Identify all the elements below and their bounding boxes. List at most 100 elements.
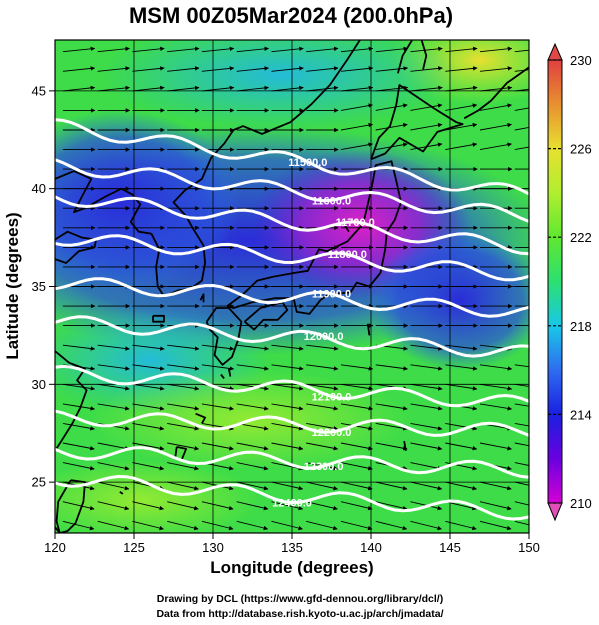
- wind-arrow: [201, 520, 234, 531]
- height-contours: 11500.0 11600.0 11700.0 11800.0 11900.0 12000…: [55, 118, 529, 521]
- wind-arrow: [132, 344, 165, 351]
- wind-arrow: [97, 383, 130, 391]
- wind-arrow: [514, 364, 529, 368]
- wind-arrow: [132, 66, 165, 72]
- wind-arrow: [306, 364, 339, 371]
- wind-arrow: [410, 520, 442, 531]
- wind-arrow: [340, 122, 373, 131]
- wind-arrow: [514, 501, 529, 506]
- contour-label: 12400.0: [272, 498, 312, 510]
- wind-arrow: [410, 481, 443, 491]
- wind-arrow: [271, 422, 304, 431]
- wind-arrow: [167, 462, 199, 471]
- wind-arrow: [410, 403, 443, 411]
- wind-arrow: [375, 481, 408, 491]
- coastline: [119, 491, 124, 495]
- wind-arrow: [306, 442, 339, 451]
- wind-arrow: [236, 46, 269, 53]
- wind-arrow: [62, 383, 96, 391]
- wind-arrow: [340, 481, 373, 491]
- wind-arrow: [479, 85, 513, 92]
- y-tick-label: 40: [32, 181, 46, 196]
- map-title: MSM 00Z05Mar2024 (200.0hPa): [129, 3, 453, 28]
- wind-arrow: [445, 422, 478, 431]
- contour-label: 11600.0: [312, 195, 351, 207]
- wind-arrow: [97, 442, 130, 451]
- wind-arrow: [340, 142, 373, 151]
- contour-label: 11900.0: [312, 289, 351, 301]
- wind-arrow: [306, 66, 339, 72]
- wind-arrow: [132, 442, 165, 451]
- wind-arrow: [62, 422, 95, 431]
- wind-arrow: [375, 103, 408, 111]
- wind-arrow: [479, 520, 512, 531]
- wind-arrow: [62, 66, 96, 72]
- coastlines: [55, 40, 529, 533]
- wind-arrow: [410, 66, 443, 72]
- wind-arrow: [167, 442, 200, 451]
- wind-arrow: [410, 442, 443, 451]
- wind-arrow: [514, 383, 529, 387]
- wind-arrow: [271, 344, 304, 351]
- wind-arrow: [514, 88, 529, 92]
- wind-arrow: [236, 364, 269, 371]
- credit-drawing: Drawing by DCL (https://www.gfd-dennou.o…: [157, 593, 443, 605]
- wind-arrow: [410, 364, 443, 371]
- wind-arrow: [167, 403, 200, 411]
- wind-arrow: [340, 103, 373, 111]
- colorbar: 210 214 218 222 226 230: [547, 42, 592, 522]
- wind-arrow: [375, 403, 408, 411]
- wind-arrow: [410, 142, 443, 151]
- coastline: [227, 368, 232, 377]
- wind-arrow: [201, 66, 235, 72]
- contour-label: 12300.0: [304, 461, 344, 473]
- wind-arrow: [514, 481, 529, 486]
- wind-arrow: [479, 122, 512, 131]
- wind-arrow: [306, 85, 339, 92]
- y-axis-ticks: 25 30 35 40 45: [32, 83, 55, 490]
- wind-arrow: [271, 383, 304, 391]
- wind-arrow: [445, 46, 478, 53]
- colorbar-min-arrow: [547, 502, 563, 522]
- wind-arrow: [97, 481, 130, 491]
- wind-arrow: [410, 422, 443, 431]
- wind-arrow: [479, 481, 512, 491]
- wind-arrow: [167, 501, 199, 511]
- coastline: [370, 84, 464, 161]
- colorbar-tick-label: 226: [570, 142, 592, 157]
- coastline: [55, 170, 152, 235]
- wind-arrow: [236, 462, 269, 471]
- wind-arrow: [375, 442, 408, 451]
- wind-arrow: [132, 85, 165, 92]
- wind-arrow: [97, 46, 130, 53]
- wind-arrow: [445, 66, 478, 72]
- field-blue-east: [370, 230, 529, 370]
- wind-arrow: [514, 69, 529, 72]
- wind-arrow: [445, 364, 478, 371]
- wind-arrow: [271, 403, 304, 411]
- colorbar-tick-label: 222: [570, 230, 592, 245]
- height-contour: [55, 446, 529, 479]
- wind-arrow: [306, 383, 339, 391]
- colorbar-ticks: 210 214 218 222 226 230: [548, 53, 592, 511]
- contour-label: 11700.0: [336, 217, 375, 229]
- wind-arrow: [410, 462, 443, 471]
- wind-arrow: [410, 103, 443, 111]
- wind-arrow: [514, 146, 529, 151]
- wind-arrow: [97, 344, 130, 351]
- wind-arrow: [479, 501, 512, 511]
- wind-arrow: [167, 383, 200, 391]
- wind-arrow: [340, 520, 373, 531]
- wind-arrow: [62, 462, 95, 471]
- height-contour: [55, 158, 529, 223]
- wind-arrow: [271, 520, 303, 531]
- wind-arrow: [236, 66, 269, 72]
- wind-arrow: [236, 403, 269, 411]
- wind-arrow: [375, 46, 409, 53]
- wind-arrow: [340, 383, 374, 391]
- wind-arrow: [236, 383, 269, 391]
- wind-arrow: [167, 344, 200, 351]
- height-contour: [55, 277, 529, 318]
- wind-arrow: [340, 85, 374, 92]
